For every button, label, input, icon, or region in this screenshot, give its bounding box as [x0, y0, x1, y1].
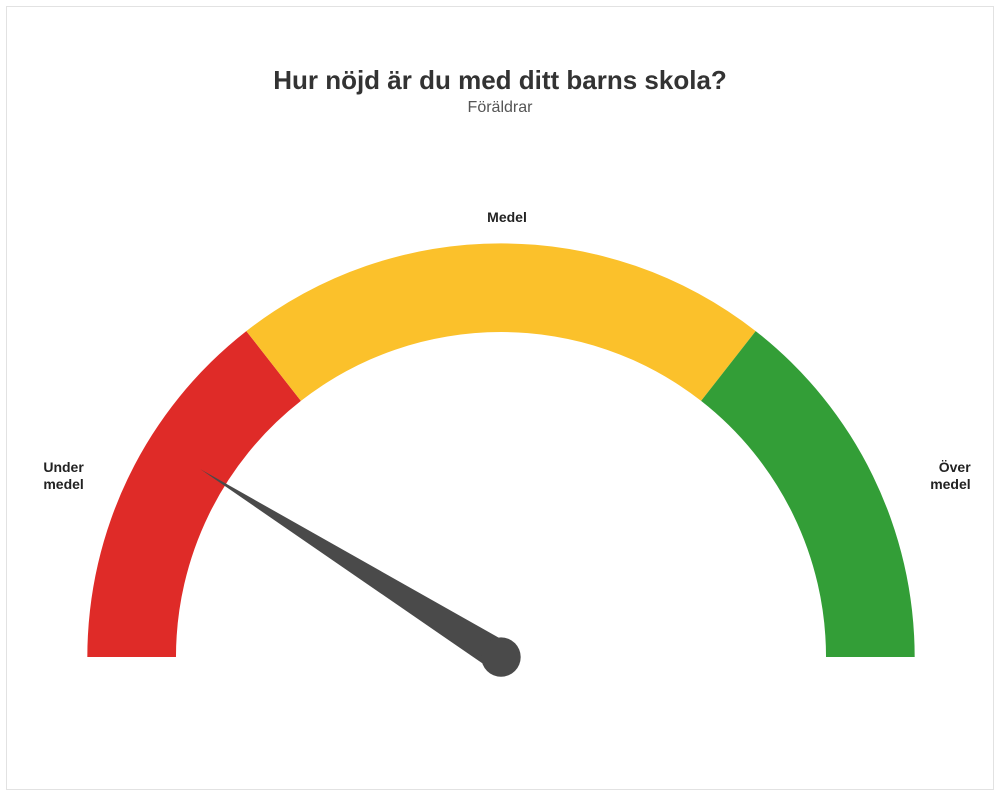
gauge-needle: [200, 469, 509, 670]
gauge-segment-2: [701, 331, 915, 657]
gauge-segment-label-0: Undermedel: [43, 459, 123, 493]
gauge-segment-0: [87, 331, 301, 657]
gauge-hub: [481, 637, 520, 676]
gauge-segment-label-1: Medel: [467, 209, 547, 226]
chart-frame: Hur nöjd är du med ditt barns skola? För…: [6, 6, 994, 790]
gauge-svg: [7, 7, 995, 791]
gauge-segment-1: [246, 243, 755, 401]
gauge-chart: Undermedel Medel Övermedel: [7, 7, 993, 789]
gauge-segment-label-2: Övermedel: [891, 459, 971, 493]
